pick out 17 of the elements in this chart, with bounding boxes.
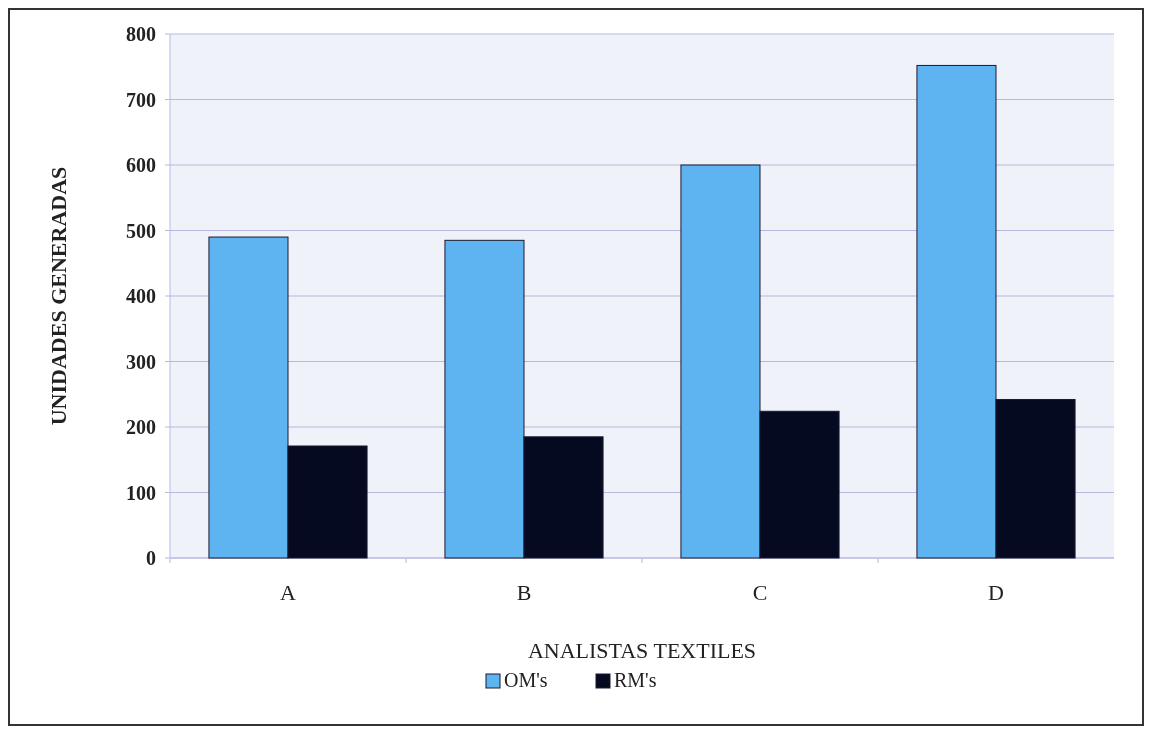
y-tick-label: 200 xyxy=(126,416,156,438)
y-axis-title: UNIDADES GENERADAS xyxy=(46,166,71,426)
x-tick-label: B xyxy=(516,580,532,605)
y-tick-label: 700 xyxy=(126,88,156,111)
legend-label: OM's xyxy=(504,669,548,691)
y-tick-label: 0 xyxy=(146,547,156,569)
legend-label: RM's xyxy=(614,669,657,691)
y-tick-label: 500 xyxy=(126,219,156,242)
y-tick-label: 100 xyxy=(126,481,156,504)
x-axis-title: ANALISTAS TEXTILES xyxy=(527,638,757,663)
x-tick-label: C xyxy=(752,580,768,605)
y-tick-label: 600 xyxy=(126,154,156,176)
y-tick-label: 800 xyxy=(126,23,156,45)
x-tick-label: A xyxy=(280,580,297,605)
x-tick-label: D xyxy=(988,580,1004,605)
y-tick-label: 300 xyxy=(126,350,156,373)
y-tick-label: 400 xyxy=(126,285,156,307)
